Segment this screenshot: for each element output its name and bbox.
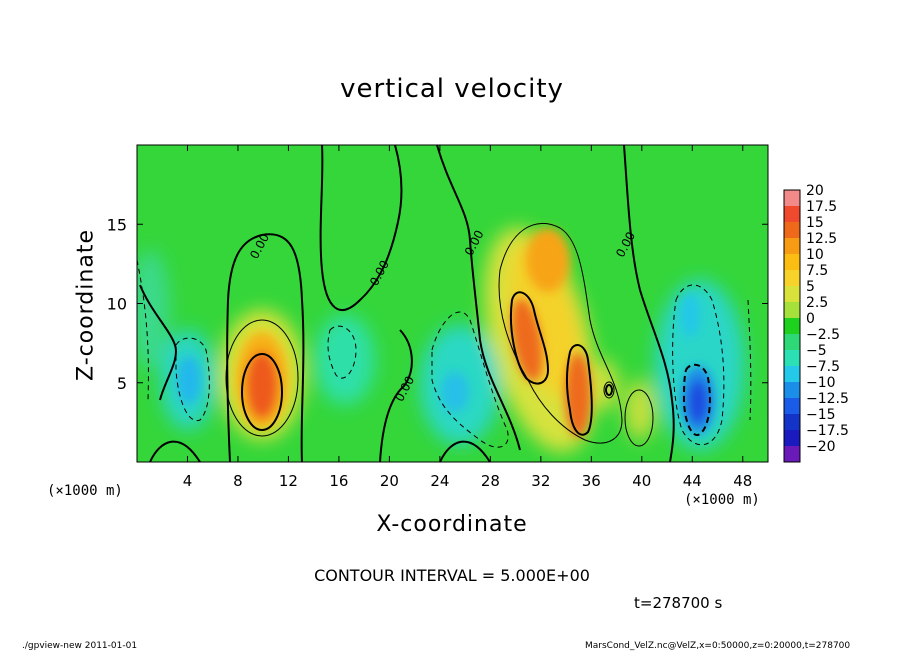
y-tick-group: 5 10 15 <box>107 215 768 393</box>
x-tick-label: 28 <box>481 472 500 490</box>
colorbar-label: 17.5 <box>806 199 837 215</box>
x-tick-label: 32 <box>531 472 550 490</box>
colorbar-label: −12.5 <box>806 391 849 407</box>
colorbar-swatch <box>784 254 800 271</box>
colorbar-swatch <box>784 318 800 335</box>
x-tick-group: 4 8 12 16 20 24 28 32 36 40 44 48 <box>183 145 752 490</box>
colorbar-label: 10 <box>806 247 824 263</box>
colorbar-label: 2.5 <box>806 295 828 311</box>
colorbar-label: −10 <box>806 375 836 391</box>
colorbar-label: −5 <box>806 343 827 359</box>
colorbar-swatch <box>784 382 800 399</box>
time-stamp: t=278700 s <box>634 594 723 612</box>
colorbar-swatch <box>784 238 800 255</box>
y-tick-label: 5 <box>117 374 127 393</box>
footer-right-text: MarsCond_VelZ.nc@VelZ,x=0:50000,z=0:2000… <box>585 641 851 651</box>
colorbar: 2017.51512.5107.552.50−2.5−5−7.5−10−12.5… <box>783 183 849 463</box>
x-tick-label: 24 <box>430 472 449 490</box>
colorbar-label: −2.5 <box>806 327 840 343</box>
x-tick-label: 36 <box>582 472 601 490</box>
heatmap-field: 0.000.000.000.00 0.00 <box>137 145 768 462</box>
colorbar-swatch <box>784 222 800 239</box>
y-tick-label: 10 <box>107 295 127 314</box>
x-unit-right: (×1000 m) <box>684 492 760 508</box>
colorbar-label: 20 <box>806 183 824 199</box>
colorbar-swatch <box>784 270 800 287</box>
colorbar-label: 0 <box>806 311 815 327</box>
colorbar-swatch <box>784 398 800 415</box>
colorbar-swatch <box>784 366 800 383</box>
y-tick-label: 15 <box>107 215 127 234</box>
x-tick-label: 12 <box>279 472 298 490</box>
x-tick-label: 16 <box>329 472 348 490</box>
colorbar-frame <box>783 189 801 463</box>
x-tick-label: 40 <box>632 472 651 490</box>
x-axis-label: X-coordinate <box>376 512 528 537</box>
colorbar-label: 15 <box>806 215 824 231</box>
colorbar-label: −20 <box>806 439 836 455</box>
colorbar-label: −15 <box>806 407 836 423</box>
colorbar-swatch <box>784 286 800 303</box>
colorbar-swatch <box>784 430 800 447</box>
colorbar-swatch <box>784 350 800 367</box>
colorbar-label: −7.5 <box>806 359 840 375</box>
contour-interval-note: CONTOUR INTERVAL = 5.000E+00 <box>314 566 590 585</box>
colorbar-swatch <box>784 414 800 431</box>
colorbar-swatch <box>784 206 800 223</box>
colorbar-label: 5 <box>806 279 815 295</box>
x-tick-label: 4 <box>183 472 193 490</box>
x-tick-label: 8 <box>233 472 243 490</box>
colorbar-label: 12.5 <box>806 231 837 247</box>
x-tick-label: 20 <box>380 472 399 490</box>
colorbar-swatch <box>784 190 800 207</box>
x-unit-left: (×1000 m) <box>47 483 123 499</box>
footer-left-text: ./gpview-new 2011-01-01 <box>22 641 138 651</box>
colorbar-label: 7.5 <box>806 263 828 279</box>
colorbar-label: −17.5 <box>806 423 849 439</box>
colorbar-swatch <box>784 302 800 319</box>
x-tick-label: 44 <box>683 472 702 490</box>
chart-title: vertical velocity <box>340 74 564 104</box>
colorbar-swatch <box>784 334 800 351</box>
x-tick-label: 48 <box>733 472 752 490</box>
colorbar-swatch <box>784 446 800 463</box>
